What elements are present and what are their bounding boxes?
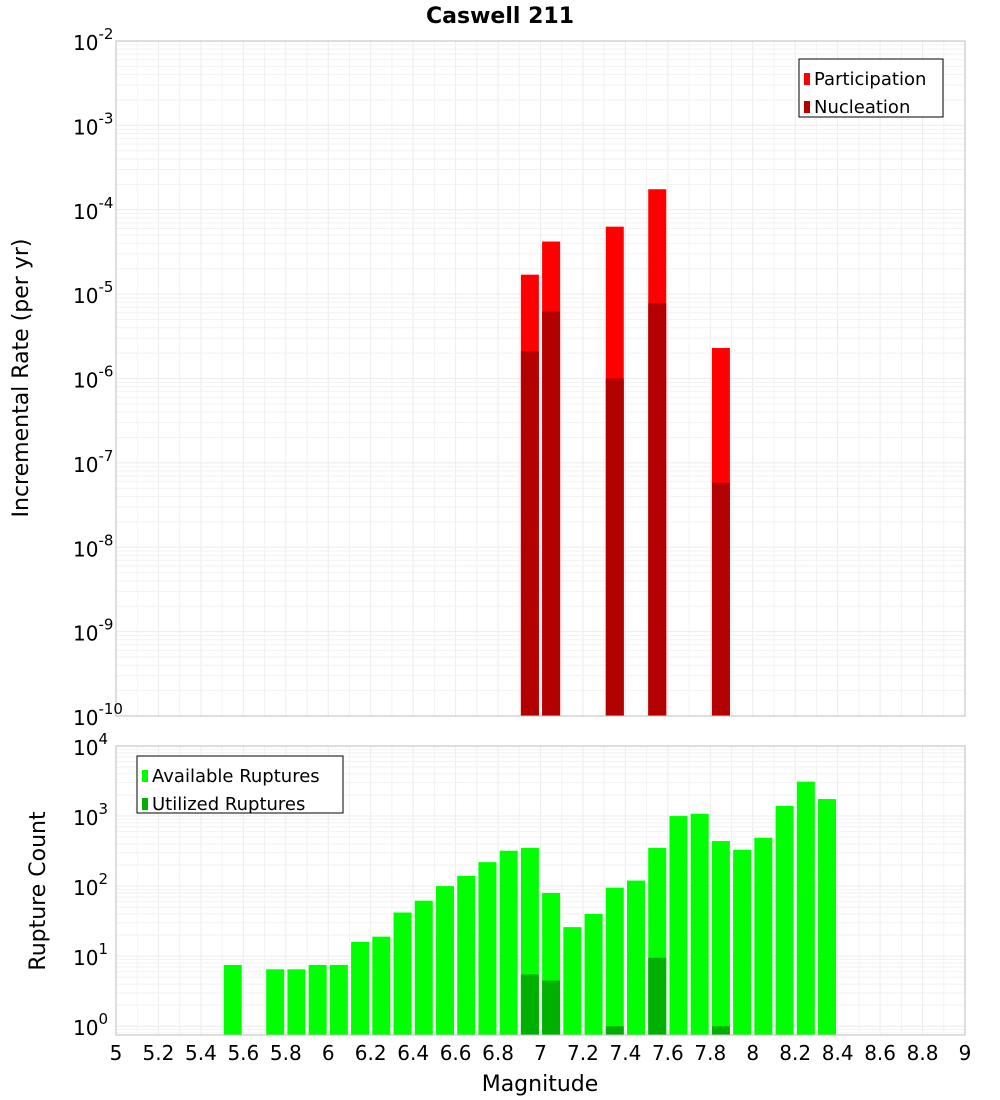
bottom-bar-utilized-ruptures — [711, 1026, 730, 1035]
x-tick-label: 7 — [534, 1041, 547, 1065]
bottom-y-axis-title: Rupture Count — [26, 811, 51, 971]
top-y-tick-label: 10-6 — [73, 363, 113, 393]
top-y-ticks: 10-2 10-3 10-4 10-5 10-6 10-7 10-8 10-9 10-10 — [73, 25, 123, 730]
bottom-bar-available-ruptures — [351, 941, 370, 1035]
bottom-legend-label: Available Ruptures — [152, 766, 320, 787]
bottom-bar-available-ruptures — [287, 969, 306, 1035]
bottom-bar-available-ruptures — [266, 969, 285, 1035]
x-tick-label: 6.2 — [355, 1041, 387, 1065]
bottom-bar-available-ruptures — [372, 936, 391, 1035]
bottom-bars — [223, 781, 837, 1035]
top-bar-nucleation — [542, 311, 561, 716]
top-y-tick-label: 10-3 — [73, 109, 113, 139]
bottom-bar-available-ruptures — [669, 816, 688, 1035]
top-y-tick-label: 10-7 — [73, 447, 113, 477]
bottom-bar-available-ruptures — [775, 805, 794, 1035]
bottom-bar-available-ruptures — [627, 880, 646, 1035]
x-tick-label: 8.4 — [822, 1041, 854, 1065]
x-tick-label: 7.4 — [609, 1041, 641, 1065]
x-tick-label: 5.8 — [270, 1041, 302, 1065]
x-tick-label: 8.6 — [864, 1041, 896, 1065]
bottom-bar-available-ruptures — [605, 887, 624, 1035]
top-legend-swatch — [804, 73, 810, 85]
bottom-bar-available-ruptures — [563, 927, 582, 1035]
bottom-bar-available-ruptures — [690, 813, 709, 1035]
chart-title: Caswell 211 — [426, 4, 574, 29]
x-tick-label: 5.4 — [185, 1041, 217, 1065]
bottom-y-tick-label: 101 — [73, 940, 108, 970]
bottom-bar-available-ruptures — [796, 781, 815, 1035]
top-legend-swatch — [804, 101, 810, 113]
bottom-bar-available-ruptures — [584, 914, 603, 1035]
top-y-tick-label: 10-10 — [73, 700, 123, 730]
bottom-y-ticks: 104 103 102 101 100 — [73, 730, 108, 1040]
x-ticks: 5 5.2 5.4 5.6 5.8 6 6.2 6.4 6.6 6.8 7 7.2 7.4 7.6 7.8 8… — [110, 1041, 972, 1065]
bottom-bar-available-ruptures — [414, 900, 433, 1035]
bottom-y-tick-label: 103 — [73, 800, 108, 830]
top-legend-box — [798, 58, 944, 118]
bottom-bar-available-ruptures — [733, 849, 752, 1035]
x-tick-label: 6 — [322, 1041, 335, 1065]
x-tick-label: 8 — [746, 1041, 759, 1065]
bottom-y-tick-label: 104 — [73, 730, 108, 760]
bottom-bar-available-ruptures — [478, 862, 497, 1035]
top-bar-nucleation — [520, 351, 539, 716]
bottom-legend-swatch — [142, 798, 148, 810]
top-legend-label: Nucleation — [814, 97, 910, 118]
top-y-tick-label: 10-8 — [73, 531, 113, 561]
top-plot-frame — [115, 40, 966, 717]
top-bar-nucleation — [605, 378, 624, 716]
top-bars — [520, 189, 730, 717]
x-tick-label: 5.2 — [143, 1041, 175, 1065]
top-y-tick-label: 10-9 — [73, 616, 113, 646]
bottom-bar-utilized-ruptures — [648, 957, 667, 1035]
x-axis-title: Magnitude — [482, 1072, 599, 1097]
top-legend-label: Participation — [814, 69, 926, 90]
bottom-bar-utilized-ruptures — [542, 980, 561, 1035]
top-legend: Participation Nucleation — [798, 58, 944, 118]
top-bar-nucleation — [648, 303, 667, 716]
bottom-bar-available-ruptures — [308, 964, 327, 1035]
bottom-bar-available-ruptures — [711, 841, 730, 1035]
top-y-tick-label: 10-5 — [73, 278, 113, 308]
bottom-legend: Available Ruptures Utilized Ruptures — [136, 755, 344, 815]
bottom-bar-available-ruptures — [818, 799, 837, 1035]
bottom-bar-available-ruptures — [393, 912, 412, 1035]
bottom-y-tick-label: 102 — [73, 870, 108, 900]
bottom-bar-available-ruptures — [457, 875, 476, 1035]
x-tick-label: 6.4 — [397, 1041, 429, 1065]
bottom-legend-label: Utilized Ruptures — [152, 794, 305, 815]
x-tick-label: 8.8 — [907, 1041, 939, 1065]
bottom-y-tick-label: 100 — [73, 1010, 108, 1040]
x-tick-label: 6.6 — [440, 1041, 472, 1065]
bottom-bar-available-ruptures — [223, 964, 242, 1035]
bottom-bar-available-ruptures — [435, 886, 454, 1035]
x-tick-label: 8.2 — [779, 1041, 811, 1065]
top-bar-nucleation — [711, 482, 730, 716]
x-tick-label: 5.6 — [227, 1041, 259, 1065]
bottom-bar-utilized-ruptures — [520, 974, 539, 1035]
x-tick-label: 7.8 — [694, 1041, 726, 1065]
top-grid — [116, 41, 965, 716]
x-tick-label: 7.6 — [652, 1041, 684, 1065]
x-tick-label: 5 — [110, 1041, 123, 1065]
top-y-axis-title: Incremental Rate (per yr) — [9, 239, 34, 518]
bottom-bar-available-ruptures — [499, 850, 518, 1035]
x-tick-label: 6.8 — [482, 1041, 514, 1065]
bottom-grid — [116, 746, 965, 1035]
x-tick-label: 9 — [959, 1041, 972, 1065]
bottom-legend-swatch — [142, 770, 148, 782]
x-tick-label: 7.2 — [567, 1041, 599, 1065]
bottom-bar-available-ruptures — [329, 964, 348, 1035]
top-y-tick-label: 10-4 — [73, 194, 113, 224]
bottom-bar-available-ruptures — [754, 837, 773, 1035]
top-y-tick-label: 10-2 — [73, 25, 113, 55]
bottom-legend-box — [136, 755, 344, 814]
bottom-bar-utilized-ruptures — [605, 1026, 624, 1035]
bottom-plot-frame — [115, 745, 966, 1036]
